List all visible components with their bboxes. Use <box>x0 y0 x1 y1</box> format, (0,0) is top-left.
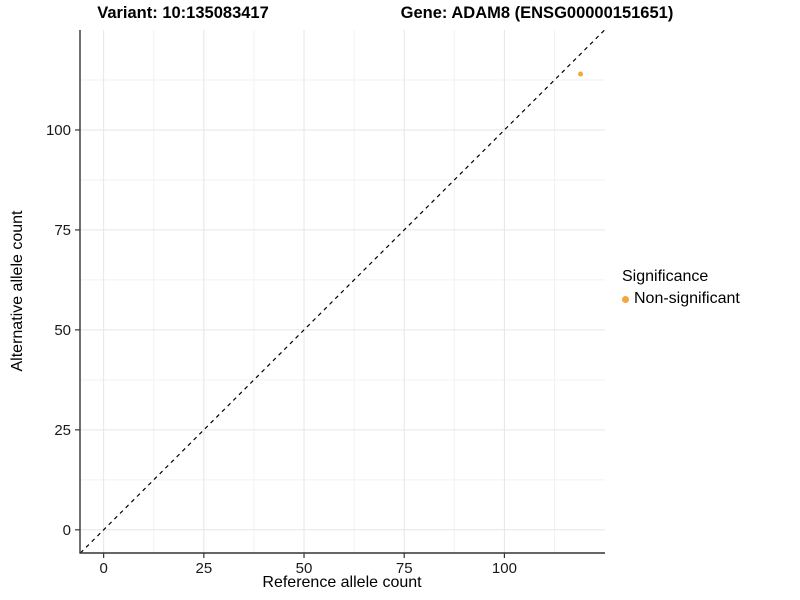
legend-item-non-significant: Non-significant <box>622 290 740 308</box>
grid-major-lines <box>80 30 605 553</box>
x-tick-labels: 0 25 50 75 100 <box>99 560 516 577</box>
legend-item-label: Non-significant <box>634 290 740 307</box>
svg-text:100: 100 <box>492 560 517 577</box>
svg-text:25: 25 <box>195 560 212 577</box>
x-axis-title: Reference allele count <box>262 574 422 591</box>
svg-text:0: 0 <box>63 522 71 539</box>
grid-minor-lines <box>80 30 605 553</box>
scatter-point <box>578 71 584 77</box>
legend-point-icon <box>622 295 629 303</box>
y-axis-title: Alternative allele count <box>9 210 26 372</box>
svg-text:25: 25 <box>54 422 71 439</box>
variant-title: Variant: 10:135083417 <box>97 4 269 22</box>
svg-text:100: 100 <box>46 122 71 139</box>
axis-lines <box>79 30 605 554</box>
svg-text:75: 75 <box>54 222 71 239</box>
legend-title: Significance <box>622 268 709 285</box>
svg-text:50: 50 <box>296 560 313 577</box>
tick-marks <box>75 129 506 558</box>
data-points <box>578 71 584 77</box>
identity-dashed-line <box>79 29 606 554</box>
gene-title: Gene: ADAM8 (ENSG00000151651) <box>400 4 674 22</box>
svg-text:50: 50 <box>54 322 71 339</box>
svg-text:75: 75 <box>396 560 413 577</box>
legend: Significance Non-significant <box>622 268 740 308</box>
y-tick-labels: 0 25 50 75 100 <box>46 122 71 539</box>
svg-text:0: 0 <box>99 560 107 577</box>
